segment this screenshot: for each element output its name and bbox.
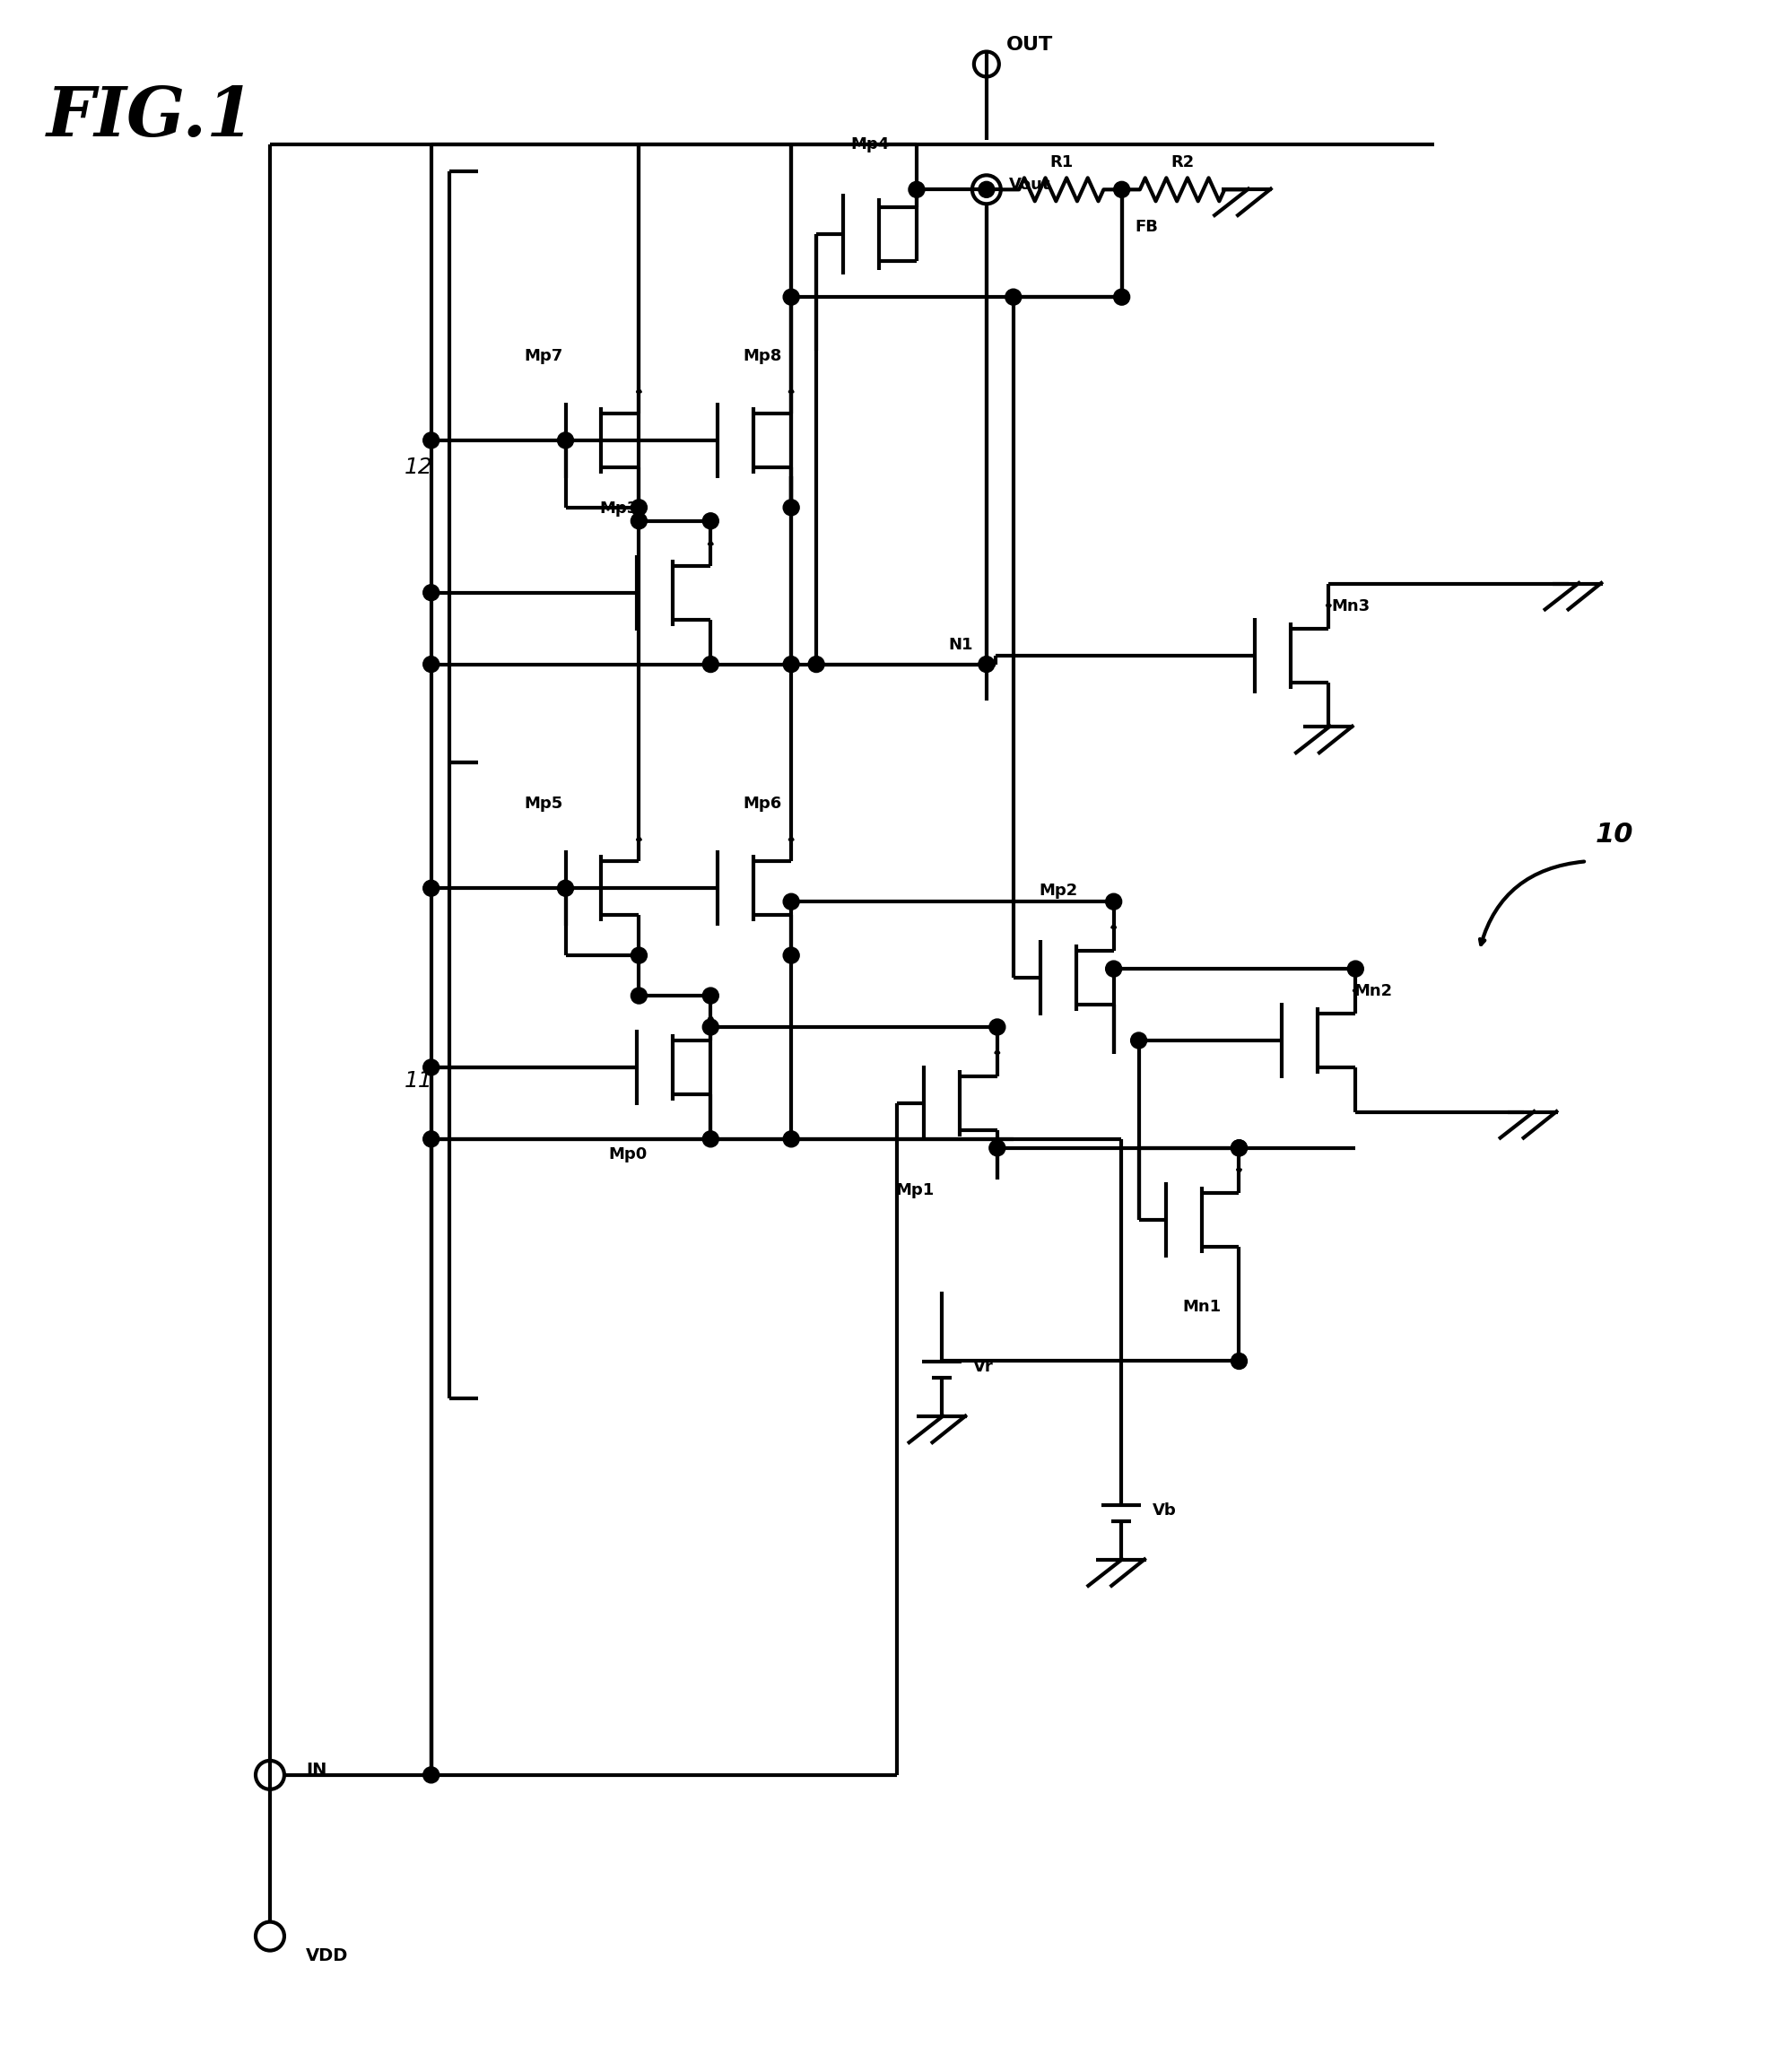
Circle shape bbox=[1231, 1140, 1247, 1156]
Text: Mn3: Mn3 bbox=[1331, 599, 1370, 613]
Text: Mp8: Mp8 bbox=[744, 348, 781, 365]
Circle shape bbox=[908, 182, 924, 197]
Circle shape bbox=[557, 433, 574, 448]
Circle shape bbox=[423, 881, 439, 897]
Circle shape bbox=[632, 514, 648, 528]
Circle shape bbox=[1006, 288, 1022, 305]
Circle shape bbox=[632, 988, 648, 1003]
Circle shape bbox=[423, 584, 439, 601]
Circle shape bbox=[632, 499, 648, 516]
Circle shape bbox=[423, 1767, 439, 1784]
Text: Mn1: Mn1 bbox=[1183, 1299, 1220, 1314]
Text: Mp7: Mp7 bbox=[524, 348, 562, 365]
Text: Mp2: Mp2 bbox=[1038, 883, 1078, 899]
Text: Vout: Vout bbox=[1010, 176, 1051, 193]
Text: Vb: Vb bbox=[1152, 1502, 1176, 1519]
Circle shape bbox=[1106, 893, 1122, 910]
Circle shape bbox=[1131, 1032, 1147, 1048]
Circle shape bbox=[1106, 961, 1122, 976]
Text: Mp1: Mp1 bbox=[896, 1181, 935, 1198]
Circle shape bbox=[1231, 1140, 1247, 1156]
Text: Mn2: Mn2 bbox=[1354, 982, 1392, 999]
Circle shape bbox=[783, 947, 799, 963]
Text: 12: 12 bbox=[405, 456, 434, 479]
Circle shape bbox=[783, 1131, 799, 1148]
Circle shape bbox=[703, 1019, 719, 1036]
Text: 10: 10 bbox=[1595, 821, 1634, 847]
Text: FIG.1: FIG.1 bbox=[46, 85, 255, 151]
Text: N1: N1 bbox=[949, 636, 972, 653]
Text: Mp6: Mp6 bbox=[744, 796, 781, 812]
Circle shape bbox=[783, 893, 799, 910]
Circle shape bbox=[978, 657, 994, 671]
Circle shape bbox=[423, 1059, 439, 1075]
Circle shape bbox=[808, 657, 824, 671]
Text: 11: 11 bbox=[405, 1069, 434, 1092]
Text: OUT: OUT bbox=[1006, 35, 1053, 54]
Text: Mp4: Mp4 bbox=[851, 137, 890, 153]
Circle shape bbox=[423, 657, 439, 671]
Circle shape bbox=[978, 182, 994, 197]
Circle shape bbox=[988, 1019, 1006, 1036]
Text: IN: IN bbox=[305, 1761, 326, 1780]
Text: Mp3: Mp3 bbox=[599, 499, 639, 516]
Circle shape bbox=[557, 881, 574, 897]
Text: FB: FB bbox=[1135, 220, 1158, 236]
Circle shape bbox=[423, 1131, 439, 1148]
Circle shape bbox=[1347, 961, 1363, 976]
Circle shape bbox=[783, 657, 799, 671]
Circle shape bbox=[1113, 288, 1129, 305]
Circle shape bbox=[1113, 182, 1129, 197]
Circle shape bbox=[783, 288, 799, 305]
Circle shape bbox=[632, 947, 648, 963]
Circle shape bbox=[703, 657, 719, 671]
Circle shape bbox=[703, 514, 719, 528]
Text: VDD: VDD bbox=[305, 1948, 348, 1964]
Circle shape bbox=[988, 1140, 1006, 1156]
Text: Mp5: Mp5 bbox=[524, 796, 562, 812]
Text: Mp0: Mp0 bbox=[608, 1146, 648, 1162]
Text: R2: R2 bbox=[1170, 155, 1193, 170]
Circle shape bbox=[703, 988, 719, 1003]
Circle shape bbox=[703, 1131, 719, 1148]
Text: R1: R1 bbox=[1049, 155, 1072, 170]
Circle shape bbox=[1231, 1353, 1247, 1370]
Circle shape bbox=[783, 499, 799, 516]
Text: Vr: Vr bbox=[972, 1359, 994, 1376]
Circle shape bbox=[423, 433, 439, 448]
